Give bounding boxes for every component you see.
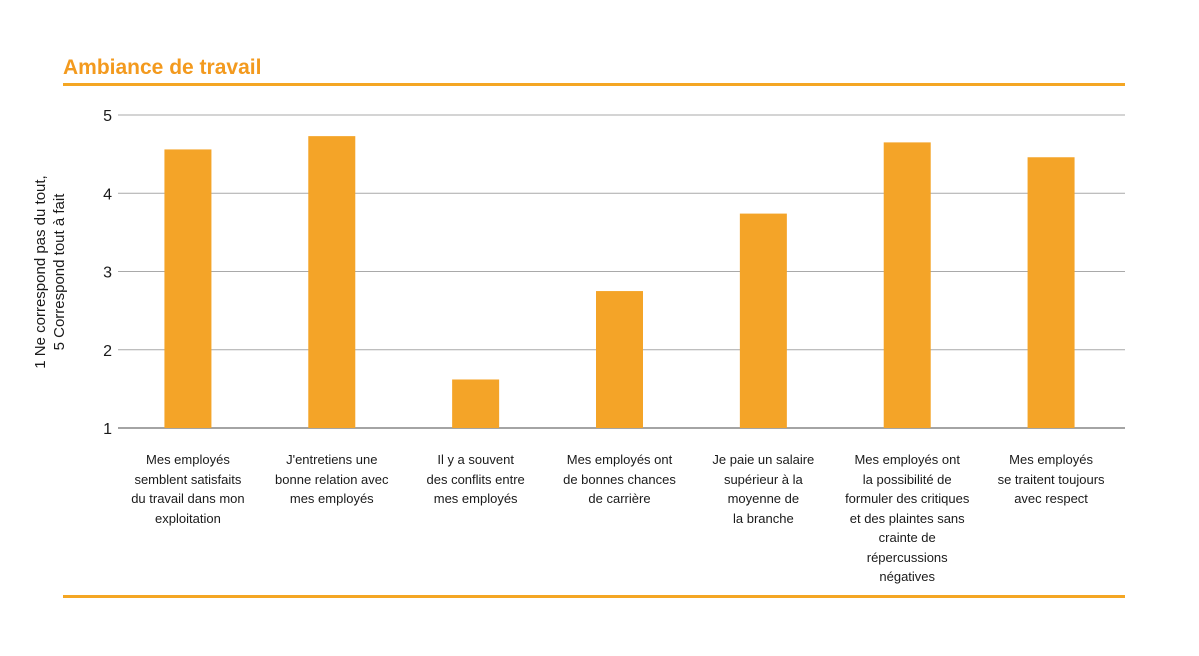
x-tick-label: Je paie un salaire supérieur à la moyenn… xyxy=(712,452,815,526)
bar xyxy=(739,213,787,428)
bar xyxy=(452,379,500,428)
x-tick-label: Il y a souvent des conflits entre mes em… xyxy=(426,452,525,506)
bar xyxy=(1027,157,1075,428)
y-tick-label: 1 xyxy=(103,421,112,438)
bar xyxy=(308,136,356,428)
x-tick-label: Mes employés se traitent toujours avec r… xyxy=(997,452,1105,506)
y-tick-label: 4 xyxy=(103,186,112,203)
x-tick-label: J'entretiens une bonne relation avec mes… xyxy=(275,452,389,506)
y-tick-label: 5 xyxy=(103,108,112,125)
y-tick-label: 2 xyxy=(103,343,112,360)
bar xyxy=(596,291,643,428)
chart-title: Ambiance de travail xyxy=(63,56,262,79)
bar xyxy=(883,142,931,428)
x-tick-label: Mes employés ont la possibilité de formu… xyxy=(845,452,970,584)
bottom-divider xyxy=(63,595,1125,598)
bar xyxy=(164,149,212,428)
top-divider xyxy=(63,83,1125,86)
x-tick-label: Mes employés semblent satisfaits du trav… xyxy=(131,452,245,526)
x-tick-label: Mes employés ont de bonnes chances de ca… xyxy=(563,452,676,506)
y-tick-label: 3 xyxy=(103,265,112,282)
